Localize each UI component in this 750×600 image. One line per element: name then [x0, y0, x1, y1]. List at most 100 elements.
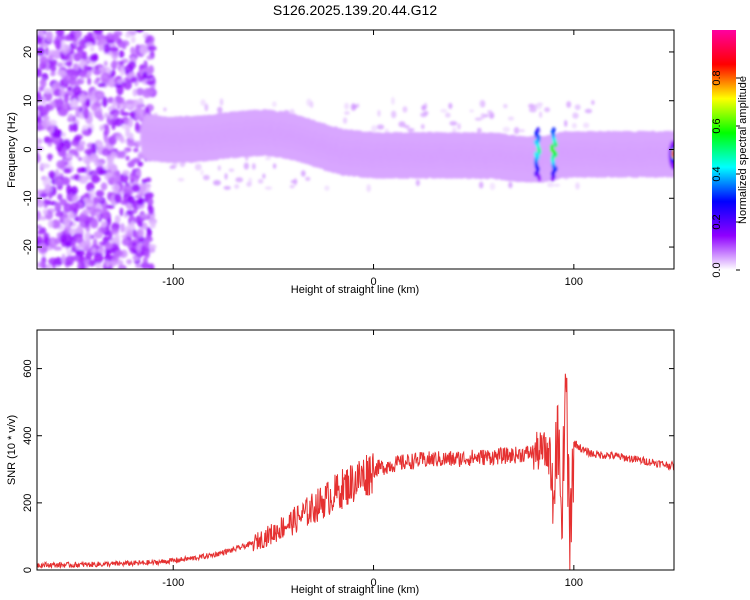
spectrogram-cell: [60, 51, 70, 61]
spectrogram-cell: [119, 207, 124, 217]
spectrogram-cell: [56, 70, 67, 77]
spectrogram-cell: [113, 112, 118, 119]
spectrogram-cell: [75, 249, 85, 257]
spectrogram-cell: [44, 184, 53, 193]
spectrogram-cell: [139, 45, 149, 55]
spectrogram-cell: [37, 110, 41, 117]
spectrogram-cell: [553, 183, 561, 187]
snr-x-tick-label: 0: [370, 577, 376, 589]
spectrogram-cell: [67, 113, 74, 123]
spectrogram-cell: [93, 30, 104, 35]
spectrogram-cell: [105, 39, 115, 44]
spectrogram-cell: [177, 177, 185, 182]
spectrogram-cell: [57, 97, 64, 109]
spectrogram-cell: [145, 80, 155, 86]
spectrogram-cell: [110, 61, 118, 70]
spectrogram-cell: [119, 265, 125, 269]
spectrogram-cell: [584, 108, 593, 114]
spectrogram-cell: [135, 113, 144, 121]
spectrogram-cell: [55, 211, 62, 218]
spectrogram-cell: [145, 106, 150, 114]
spectrogram-cell: [93, 252, 104, 264]
spectrogram-cell: [99, 66, 107, 74]
spectrogram-cell: [144, 238, 150, 249]
spectrogram-cell: [78, 93, 87, 104]
spectrogram-cell: [72, 85, 82, 96]
spectrogram-y-tick-label: 10: [22, 95, 34, 107]
spectrogram-y-tick-label: -20: [22, 239, 34, 255]
spectrogram-cell: [135, 87, 145, 96]
spectrogram-cell: [114, 117, 124, 127]
spectrogram-cell: [104, 254, 112, 263]
spectrogram-cell: [66, 184, 72, 195]
spectrogram-cell: [84, 239, 91, 250]
spectrogram-cell: [39, 55, 48, 65]
spectrogram-cell: [98, 44, 105, 52]
spectrogram-cell: [133, 147, 139, 153]
spectrogram-cell: [111, 183, 121, 193]
spectrogram-cell: [213, 179, 221, 186]
spectrogram-cell: [107, 177, 116, 186]
spectrogram-x-axis-label: Height of straight line (km): [291, 284, 419, 296]
spectrogram-cell: [39, 78, 47, 89]
spectrogram-cell: [37, 35, 42, 45]
snr-y-tick-label: 600: [22, 359, 34, 377]
spectrogram-cell: [344, 102, 350, 110]
spectrogram-cell: [96, 140, 104, 148]
spectrogram-cell: [42, 199, 52, 204]
spectrogram-cell: [129, 132, 134, 141]
spectrogram-cell: [66, 249, 73, 256]
spectrogram-cell: [457, 123, 461, 130]
spectrogram-cell: [84, 148, 94, 155]
spectrogram-cell: [39, 43, 49, 48]
spectrogram-cell: [116, 259, 124, 266]
spectrogram-cell: [101, 96, 108, 108]
spectrogram-cell: [264, 186, 273, 190]
spectrogram-cell: [97, 226, 107, 233]
spectrogram-cell: [114, 193, 122, 204]
spectrogram-cell: [449, 121, 458, 126]
spectrogram-cell: [81, 167, 87, 173]
spectrogram-cell: [564, 119, 568, 127]
spectrogram-cell: [102, 236, 110, 243]
spectrogram-y-tick-label: 0: [22, 146, 34, 152]
snr-x-tick-label: -100: [162, 577, 184, 589]
spectrogram-cell: [118, 50, 125, 58]
colorbar-label: Normalized spectral amplitude: [737, 76, 749, 224]
spectrogram-cell: [129, 111, 136, 119]
spectrogram-cell: [78, 38, 89, 49]
spectrogram-cell: [144, 250, 151, 259]
spectrogram-cell: [289, 184, 295, 189]
spectrogram-cell: [118, 103, 128, 108]
spectrogram-cell: [130, 76, 138, 83]
spectrogram-cell: [104, 242, 114, 250]
spectrogram-cell: [127, 229, 133, 238]
spectrogram-cell: [41, 106, 49, 116]
spectrogram-y-tick-label: -10: [22, 190, 34, 206]
spectrogram-cell: [121, 234, 127, 239]
spectrogram-cell: [55, 142, 64, 152]
spectrogram-cell: [146, 45, 157, 52]
spectrogram-cell: [136, 243, 142, 254]
spectrogram-cell: [82, 197, 92, 203]
spectrogram-cell: [300, 170, 306, 177]
spectrogram-cell: [105, 204, 115, 209]
spectrogram-cell: [228, 168, 235, 172]
spectrogram-cell: [108, 114, 114, 120]
spectrogram-cell: [310, 101, 314, 109]
spectrogram-cell: [120, 136, 125, 144]
colorbar-tick-label: 0.8: [711, 70, 723, 85]
spectrogram-cell: [53, 246, 63, 251]
spectrogram-cell: [68, 123, 74, 132]
spectrogram-cell: [108, 47, 119, 52]
snr-y-ticks: 0 200 400 600: [22, 359, 674, 573]
spectrogram-cell: [139, 64, 146, 70]
spectrogram-cell: [235, 177, 244, 183]
colorbar-tick-label: 0.2: [711, 214, 723, 229]
spectrogram-cell: [502, 126, 511, 133]
spectrogram-cell: [146, 226, 151, 233]
snr-x-axis-label: Height of straight line (km): [291, 584, 419, 596]
spectrogram-cell: [234, 184, 240, 189]
spectrogram-cell: [135, 170, 141, 177]
colorbar: 0.0 0.2 0.4 0.6 0.8 Normalized spectral ampl…: [711, 30, 749, 278]
